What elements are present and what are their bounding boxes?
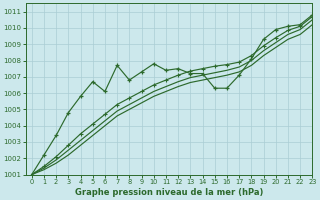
X-axis label: Graphe pression niveau de la mer (hPa): Graphe pression niveau de la mer (hPa) xyxy=(75,188,263,197)
